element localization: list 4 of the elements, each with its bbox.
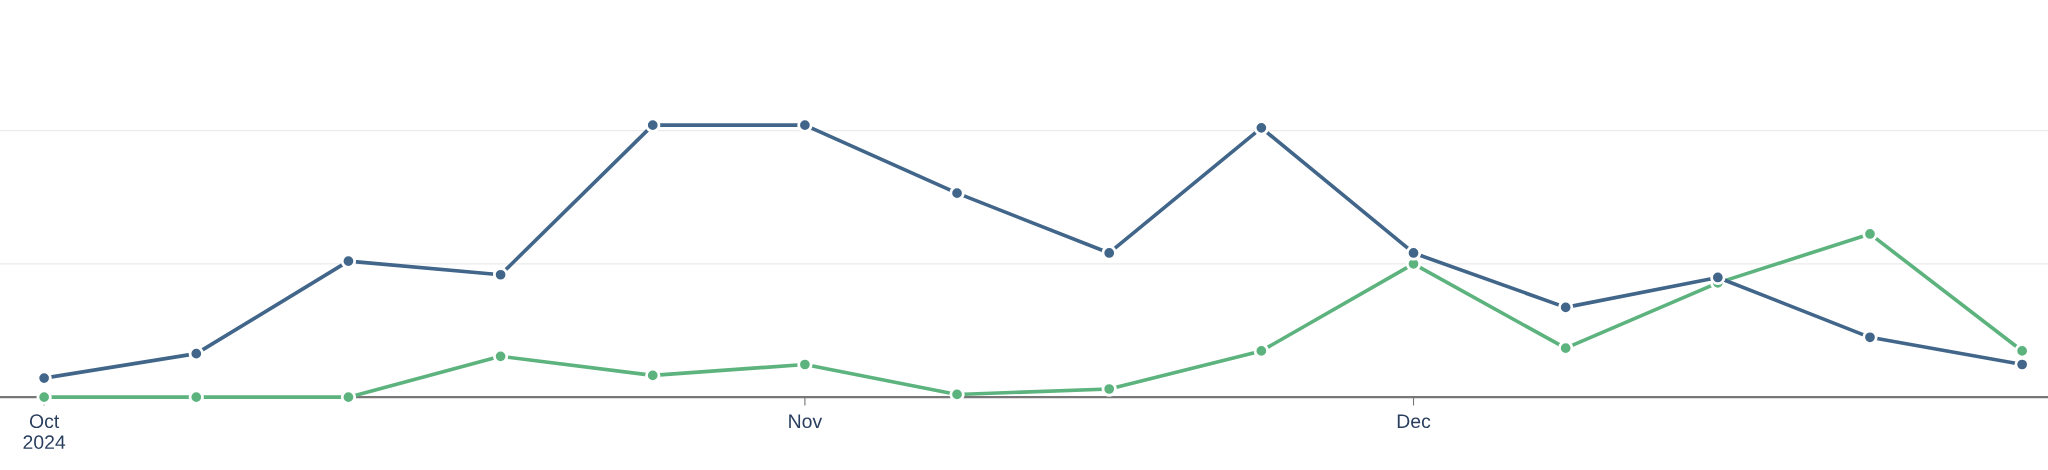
x-tick-label: Oct 2024	[23, 414, 66, 450]
x-tick-label: Dec	[1397, 414, 1431, 429]
point	[1405, 245, 1422, 261]
x-tick-label: Nov	[789, 414, 823, 429]
